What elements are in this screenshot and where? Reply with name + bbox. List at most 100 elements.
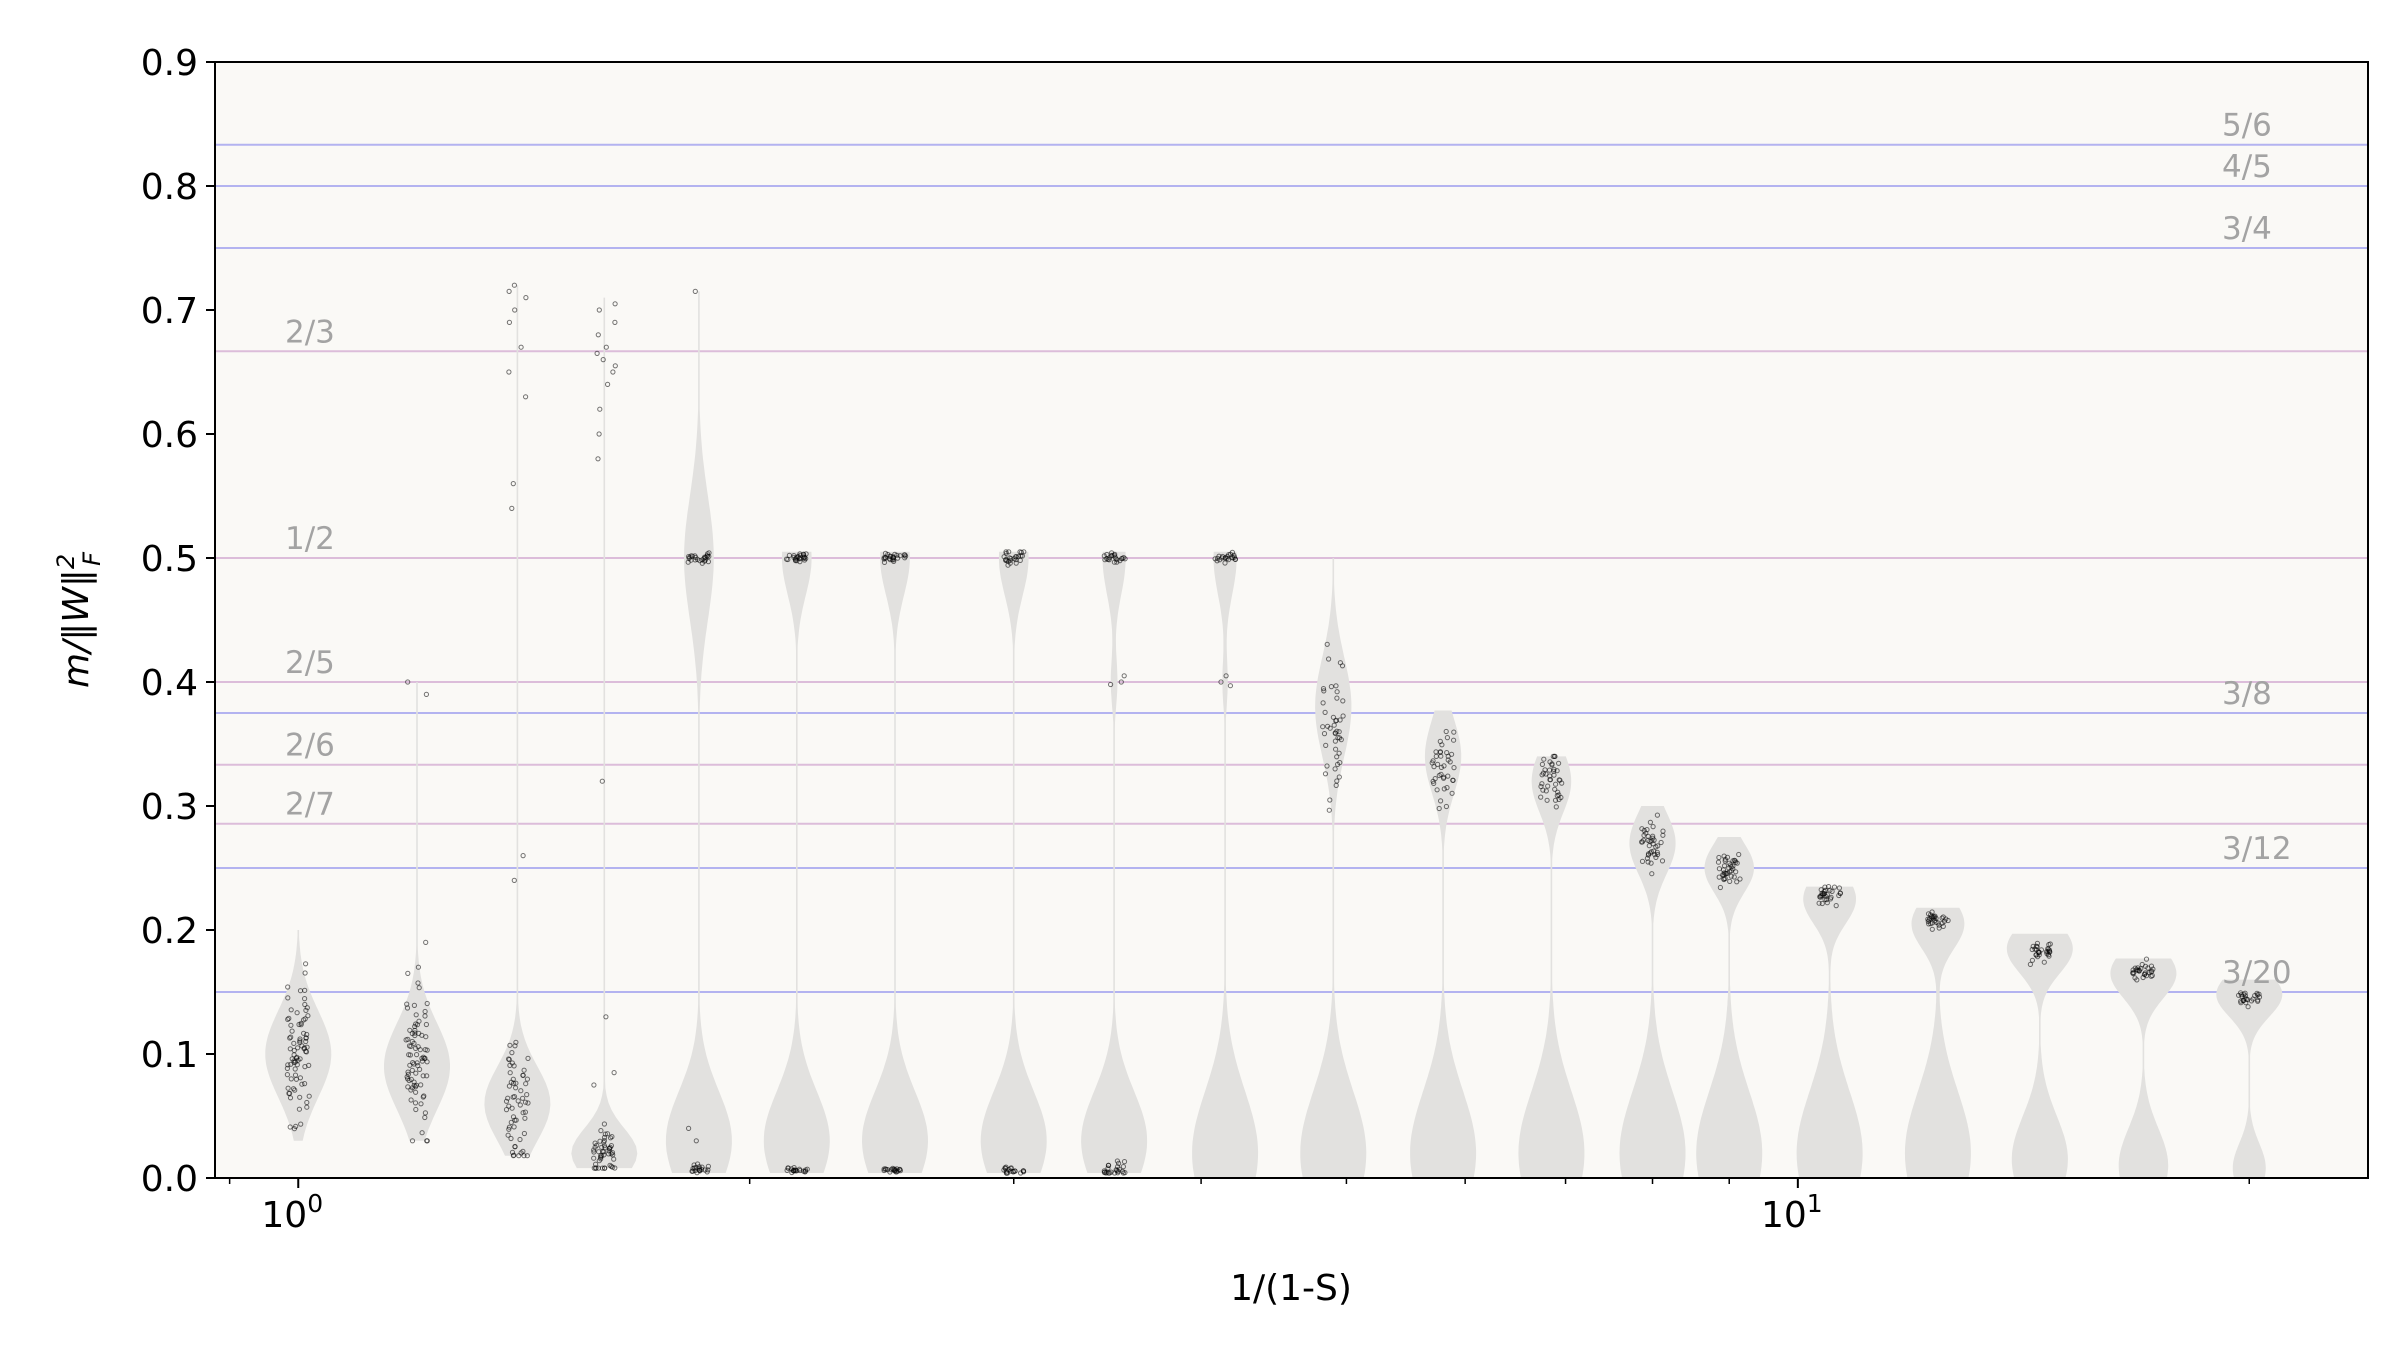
violin-1-point [285,984,291,990]
violin-15-point [1715,859,1722,865]
violin-18-point [2041,959,2047,965]
violin-15-point [1724,854,1731,860]
violin-11-point [1320,686,1327,692]
violin-19-point [2130,967,2136,973]
violin-1-point [293,1076,299,1082]
violin-2-point [412,1032,418,1039]
violin-11-point [1328,684,1335,690]
violin-3-point [515,1098,521,1104]
violin-18-point [2030,943,2036,950]
violin-4-point [594,1142,600,1148]
violin-2-point [413,1084,419,1090]
violin-12-point [1443,728,1449,735]
violin-3-point [521,1067,527,1073]
violin-15-point [1731,874,1737,880]
violin-13-point [1555,789,1561,795]
violin-3-point [511,282,518,288]
violin-4-point [612,363,618,369]
violin-3-point [506,319,512,325]
violin-1-point [302,996,308,1002]
violin-13-point [1551,772,1557,778]
reference-label-2-3: 2/3 [285,314,335,350]
violin-8-point [1012,1168,1018,1174]
violin-4-point [597,406,603,412]
violin-20 [2216,979,2283,1178]
violin-1-point [299,1081,305,1087]
violin-12-point [1445,773,1451,779]
violin-11-point [1334,695,1340,701]
violin-8-point [1003,549,1009,555]
violin-4-point [601,1137,608,1144]
violin-16-point [1829,888,1835,895]
violin-2-point [413,1089,419,1095]
violin-14-point [1660,828,1666,834]
violin-2-point [407,1027,413,1033]
violin-14-point [1652,852,1658,858]
violin-2-point [410,1060,416,1066]
violins [265,285,2283,1178]
violin-3-point [509,1050,515,1056]
violin-15-point [1736,851,1742,858]
violin-6-point [792,1167,799,1173]
violin-9-point [1122,556,1128,562]
violin-2-point [412,1100,419,1106]
violin-3-point [524,1153,530,1159]
violin-13-point [1556,796,1562,803]
violin-4-point [610,369,616,375]
violin-11-point [1333,683,1339,689]
violin-14-point [1653,844,1659,850]
violin-1-point [289,1028,295,1034]
violin-12-point [1441,786,1447,792]
violin-4-point [611,1156,617,1162]
violin-2-point [413,1070,419,1076]
violin-1-point [284,1065,290,1072]
violin-13-point [1552,753,1558,760]
violin-16-point [1818,887,1824,893]
violin-13-point [1540,787,1546,793]
violin-2-point [412,1027,418,1034]
violin-19-point [2140,974,2146,981]
violin-1-point [285,1016,291,1023]
violin-1-point [297,988,304,994]
violin-5-point [688,557,694,563]
violin-20-point [2255,998,2261,1004]
violin-4-point [608,1151,614,1157]
violin-11-point [1321,731,1328,737]
violin-14-point [1641,837,1647,843]
violin-3-point [510,1114,517,1120]
violin-7-point [893,1169,899,1175]
violin-5-point [693,1138,699,1144]
violin-3-point [520,1148,526,1154]
violin-7-point [897,553,903,559]
violin-4-point [610,1164,616,1170]
violin-12-point [1437,738,1443,745]
violin-1-point [285,995,291,1001]
violin-9-point [1112,1170,1118,1176]
violin-4-point [591,1149,597,1155]
violin-3-point [510,481,516,487]
violin-3-point [523,394,529,400]
violin-18-point [2029,957,2036,963]
violin-4-point [596,1149,602,1155]
violin-6-point [797,552,804,558]
violin-2-point [415,980,421,986]
violin-7-point [891,1168,898,1174]
reference-label-2-5: 2/5 [285,645,335,681]
violin-3-point [524,1076,531,1082]
violin-3-point [521,1130,528,1137]
violin-1-point [287,1035,293,1041]
violin-7-point [887,1169,893,1175]
violin-19-point [2145,965,2151,971]
violin-3-point [506,288,512,294]
violin-11-point [1332,766,1338,772]
violin-9-point [1120,1170,1127,1176]
violin-2-point [406,1043,413,1049]
violin-1-point [302,1001,308,1008]
violin-1-point [297,1036,303,1042]
violin-2-point [420,1073,426,1079]
violin-14 [1619,806,1686,1178]
violin-3-point [506,1124,512,1130]
violin-3-point [503,1098,510,1104]
violin-12-point [1444,735,1451,741]
